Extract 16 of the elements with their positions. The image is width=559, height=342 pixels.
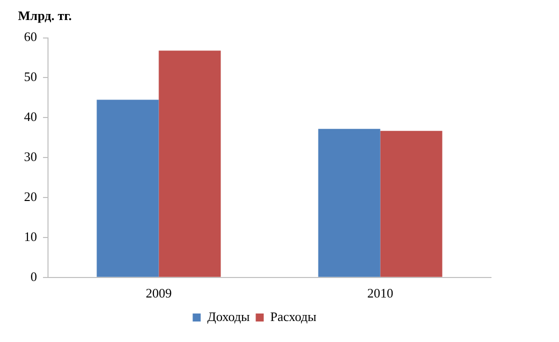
x-tick-label: 2010: [367, 286, 394, 301]
legend-label: Доходы: [207, 308, 250, 324]
y-tick-label: 30: [24, 149, 37, 164]
bar: [380, 130, 442, 277]
y-tick-label: 10: [24, 228, 37, 244]
legend-label: Расходы: [270, 308, 317, 324]
y-tick-label: 60: [24, 29, 37, 44]
bar: [318, 128, 380, 277]
x-tick-label: 2009: [146, 286, 172, 301]
y-tick-label: 40: [24, 109, 37, 124]
y-tick-label: 20: [24, 188, 37, 204]
y-tick-label: 50: [24, 69, 37, 84]
bar: [96, 100, 159, 277]
y-tick-label: 0: [30, 268, 37, 284]
bar: [158, 50, 221, 277]
y-axis-title: Млрд. тг.: [18, 8, 72, 24]
